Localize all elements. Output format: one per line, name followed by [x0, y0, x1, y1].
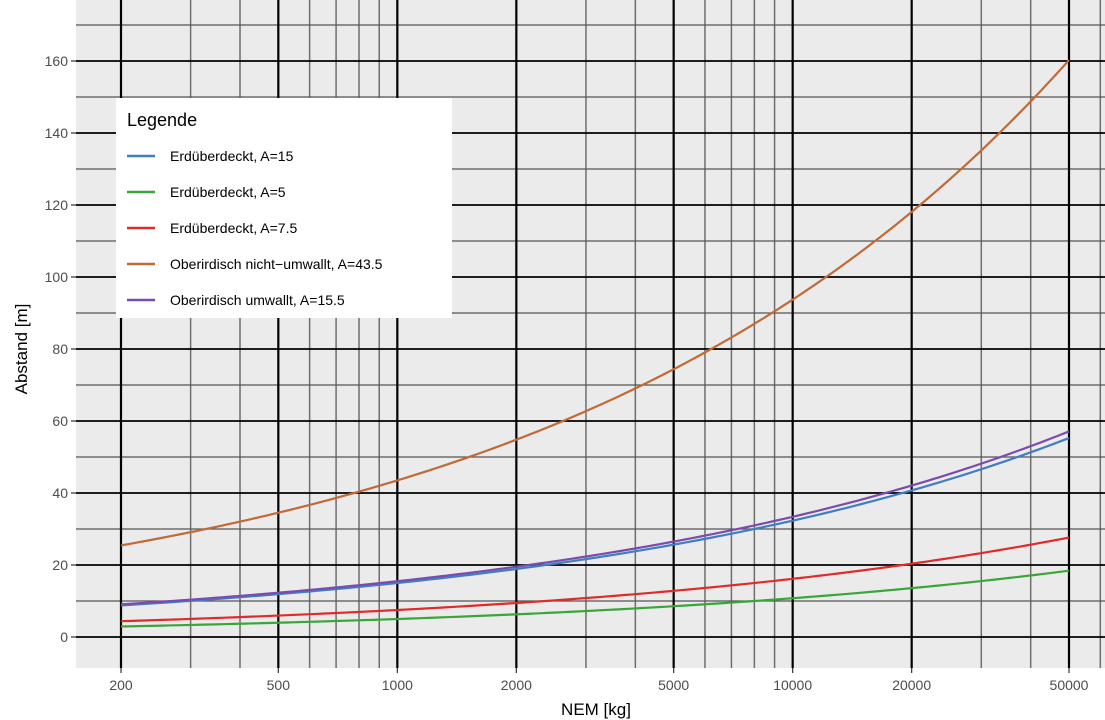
legend-label-3: Oberirdisch nicht−umwallt, A=43.5 [170, 256, 383, 272]
x-tick-label: 500 [267, 677, 291, 693]
y-tick-label: 80 [52, 341, 68, 357]
legend: Legende Erdüberdeckt, A=15 Erdüberdeckt, … [116, 98, 452, 318]
y-tick-label: 160 [45, 53, 69, 69]
series-line-2 [120, 536, 1070, 623]
y-tick-label: 120 [45, 197, 69, 213]
series-line-1 [120, 569, 1070, 628]
series-lines [120, 59, 1070, 628]
legend-title: Legende [127, 110, 197, 130]
x-tick-label: 1000 [382, 677, 413, 693]
x-tick-label: 5000 [658, 677, 689, 693]
y-axis: 0 20 40 60 80 100 120 140 160 [45, 53, 76, 645]
y-tick-label: 100 [45, 269, 69, 285]
x-axis-title: NEM [kg] [561, 700, 631, 719]
legend-box [116, 98, 452, 318]
legend-label-2: Erdüberdeckt, A=7.5 [170, 220, 297, 236]
series-line-4 [120, 430, 1070, 606]
x-tick-label: 200 [109, 677, 133, 693]
x-tick-label: 10000 [773, 677, 812, 693]
series-line-0 [120, 437, 1070, 607]
legend-label-1: Erdüberdeckt, A=5 [170, 184, 286, 200]
x-axis: 200 500 1000 2000 5000 10000 20000 50000 [109, 668, 1089, 693]
x-tick-label: 20000 [892, 677, 931, 693]
y-tick-label: 20 [52, 557, 68, 573]
y-tick-label: 0 [60, 629, 68, 645]
legend-label-0: Erdüberdeckt, A=15 [170, 148, 294, 164]
y-tick-label: 140 [45, 125, 69, 141]
y-axis-title: Abstand [m] [12, 304, 31, 395]
legend-label-4: Oberirdisch umwallt, A=15.5 [170, 292, 345, 308]
x-tick-label: 50000 [1050, 677, 1089, 693]
series-line-3 [120, 59, 1070, 547]
y-tick-label: 60 [52, 413, 68, 429]
x-tick-label: 2000 [501, 677, 532, 693]
y-tick-label: 40 [52, 485, 68, 501]
